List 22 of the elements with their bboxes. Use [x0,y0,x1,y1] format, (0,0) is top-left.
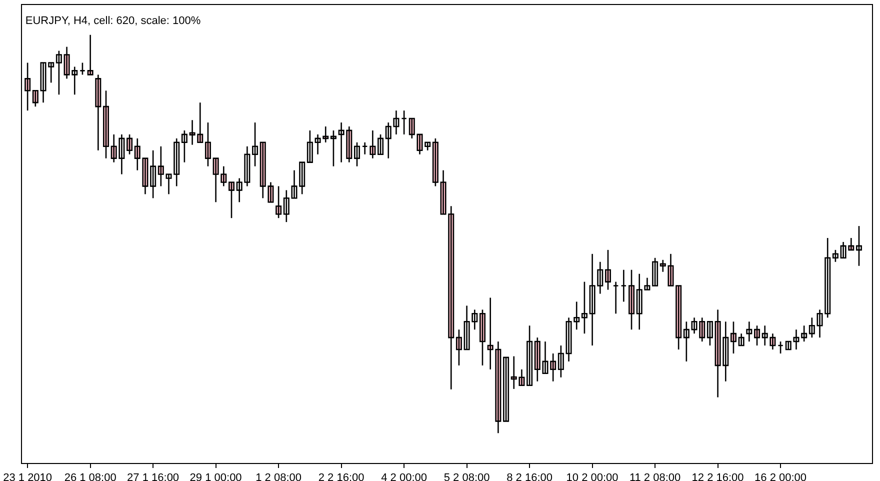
x-tick-label: 23 1 2010 [3,472,52,481]
candlestick [581,281,588,334]
x-tick-label: 27 1 16:00 [127,472,180,481]
candlestick [503,356,510,422]
candlestick [612,281,619,314]
x-tick-label: 1 2 08:00 [256,472,302,481]
candlestick [79,62,86,76]
candlestick [401,110,408,136]
x-tick-label: 16 2 00:00 [754,472,807,481]
candlestick [778,340,784,354]
x-tick-label: 4 2 00:00 [381,472,427,481]
x-tick-label: 29 1 00:00 [190,472,242,481]
candlestick [362,142,368,155]
chart-title: EURJPY, H4, cell: 620, scale: 100% [25,15,201,28]
x-tick-label: 5 2 08:00 [444,472,490,481]
x-tick-label: 11 2 08:00 [629,472,681,481]
x-tick-label: 12 2 16:00 [692,472,744,481]
x-tick-label: 2 2 16:00 [318,472,364,481]
x-tick-label: 26 1 08:00 [64,472,116,481]
x-tick-label: 8 2 16:00 [506,472,552,481]
x-tick-label: 10 2 00:00 [566,472,618,481]
candlestick [620,269,627,302]
